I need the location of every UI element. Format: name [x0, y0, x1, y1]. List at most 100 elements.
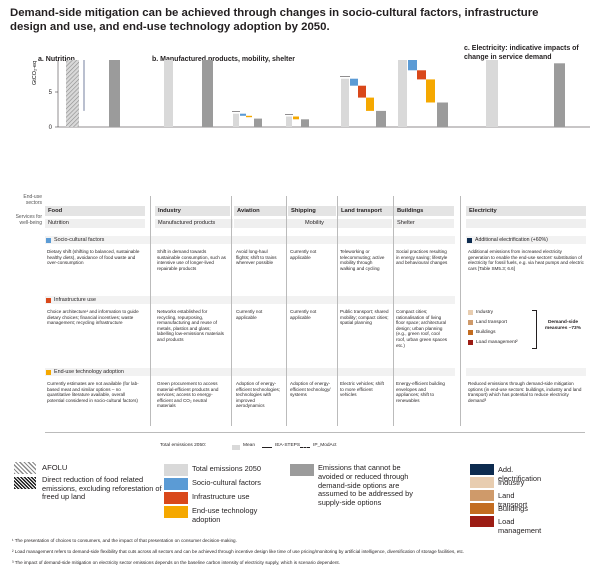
footnote-1: ¹ The presentation of choices to consume… [12, 538, 237, 543]
elec-item-label-1: Land transport [476, 320, 507, 325]
cell-tech-industry: Green procurement to access material-eff… [157, 381, 219, 409]
row-header-bg-socio [45, 236, 455, 244]
land-transport-tech-bar [366, 97, 374, 111]
y-tick-label: 0 [49, 125, 53, 131]
cell-infra-land: Public transport; shared mobility; compa… [340, 309, 389, 326]
shipping-residual-bar [301, 119, 309, 127]
cell-socio-aviation: Avoid long-haul flights; shift to trains… [236, 249, 277, 266]
afolu-label: AFOLU [42, 463, 68, 472]
legend-label-industry: Industry [498, 478, 525, 487]
cell-tech-land: Electric vehicles; shift to more efficie… [340, 381, 384, 398]
legend-label-residual: Emissions that cannot be avoided or redu… [318, 463, 413, 508]
elec-item-swatch-2 [468, 330, 473, 335]
totals-caption: Total emissions 2050: [160, 443, 207, 448]
iea-steps-label: IEA-STEPS [275, 443, 301, 448]
footnote-3: ³ The impact of demand-side mitigation o… [12, 560, 340, 565]
table-bottom-rule [45, 432, 585, 433]
column-divider-4 [393, 196, 394, 426]
electricity-residual-bar [554, 63, 565, 127]
legend-label-tech: End-use technology adoption [192, 506, 258, 524]
cell-socio-shipping: Currently not applicable [290, 249, 317, 260]
measures-bracket [532, 310, 537, 349]
services-caption: Services for well-being [15, 214, 42, 226]
cell-tech-electricity: Reduced emissions through demand-side mi… [468, 381, 582, 403]
row-swatch-infra [46, 297, 51, 303]
legend-label-land: Land transport [498, 491, 528, 509]
elec-item-swatch-0 [468, 310, 473, 315]
land-transport-total-bar [341, 78, 349, 127]
cell-infra-aviation: Currently not applicable [236, 309, 263, 320]
elec-electrification-swatch [467, 237, 472, 243]
legend-swatch-tech [164, 506, 188, 518]
shipping-total-bar [286, 116, 292, 127]
service-nutrition: Nutrition [45, 219, 145, 228]
cell-socio-industry: Shift in demand towards sustainable cons… [157, 249, 226, 271]
footnote-2: ² Load management refers to demand-side … [12, 549, 465, 554]
land-transport-residual-bar [376, 110, 386, 127]
ip-modact-label: IP_ModAct [313, 443, 337, 448]
cell-infra-buildings: Compact cities; rationalisation of livin… [396, 309, 448, 348]
buildings-tech-bar [426, 79, 435, 103]
legend-swatch-load [470, 516, 494, 527]
service-mobility: Mobility [234, 219, 392, 228]
food-reduction-label: Direct reduction of food related emissio… [42, 475, 162, 502]
y-axis-label: GtCO₂-eq yr⁻¹ [32, 60, 38, 85]
legend-swatch-residual [290, 464, 314, 476]
legend-label-infra: Infrastructure use [192, 492, 250, 501]
elec-item-label-0: Industry [476, 310, 494, 315]
row-swatch-socio [46, 237, 51, 243]
y-tick-label: 10 [45, 60, 52, 61]
panel-a-title: a. Nutrition [38, 56, 75, 63]
legend-swatch-total [164, 464, 188, 476]
column-divider-0 [150, 196, 151, 426]
buildings-total-bar [398, 60, 407, 127]
cell-tech-aviation: Adoption of energy-efficient technologie… [236, 381, 281, 409]
legend-swatch-land [470, 490, 494, 501]
afolu-swatch [14, 462, 36, 474]
cell-infra-food: Choice architecture¹ and information to … [47, 309, 139, 326]
column-divider-5 [460, 196, 461, 426]
row-swatch-tech [46, 369, 51, 375]
legend-label-load: Load management [498, 517, 542, 535]
legend-swatch-buildings [470, 503, 494, 514]
service-shelter: Shelter [394, 219, 454, 228]
demand-side-measures: Demand-side measures –73% [544, 320, 581, 331]
figure-title: Demand-side mitigation can be achieved t… [10, 7, 539, 33]
row-title-socio: Socio-cultural factors [54, 237, 105, 243]
land-transport-infra-bar [358, 85, 366, 98]
elec-tech-header-bg [466, 368, 586, 376]
elec-socio-header-bg [466, 236, 586, 244]
cell-socio-food: Dietary shift (shifting to balanced, sus… [47, 249, 140, 266]
shipping-tech-bar [293, 116, 299, 120]
aviation-tech-bar [246, 115, 252, 118]
elec-item-label-3: Load management² [476, 340, 518, 345]
row-title-infra: Infrastructure use [54, 297, 96, 303]
legend-swatch-socio [164, 478, 188, 490]
elec-item-swatch-3 [468, 340, 473, 345]
legend-swatch-infra [164, 492, 188, 504]
buildings-socio-bar [408, 60, 417, 71]
panel-c-title: c. Electricity: indicative impacts of ch… [464, 45, 579, 61]
cell-socio-electricity: Additional emissions from increased elec… [468, 249, 584, 271]
cell-socio-buildings: Social practices resulting in energy sav… [396, 249, 448, 266]
column-divider-2 [286, 196, 287, 426]
row-title-tech: End-use technology adoption [54, 369, 124, 375]
mean-swatch [232, 445, 240, 450]
row-header-bg-tech [45, 368, 455, 376]
food-reduction-swatch [14, 477, 36, 489]
land-transport-socio-bar [350, 78, 358, 86]
cell-tech-shipping: Adoption of energy-efficient technology/… [290, 381, 331, 398]
cell-infra-shipping: Currently not applicable [290, 309, 317, 320]
legend-label-buildings: Buildings [498, 504, 528, 513]
legend-label-electrification: Add. electrification [498, 465, 542, 483]
iea-steps-swatch [262, 447, 272, 448]
legend-swatch-electrification [470, 464, 494, 475]
industry-residual-bar [202, 60, 213, 127]
buildings-residual-bar [437, 102, 448, 127]
food-afolu-hatch [66, 60, 79, 127]
legend-label-socio: Socio-cultural factors [192, 478, 262, 487]
legend-swatch-industry [470, 477, 494, 488]
aviation-residual-bar [254, 118, 262, 127]
electricity-total-bar [486, 60, 498, 127]
panel-b-title: b. Manufactured products, mobility, shel… [152, 56, 295, 63]
